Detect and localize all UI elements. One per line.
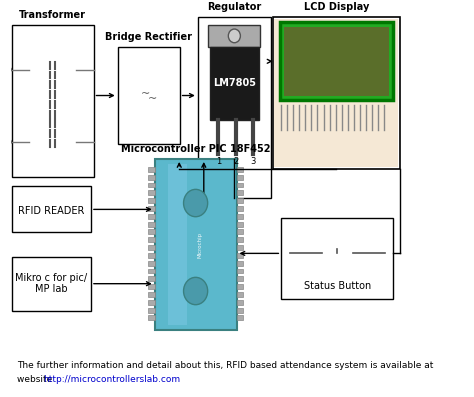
Bar <box>148 214 155 219</box>
Bar <box>148 245 155 250</box>
Circle shape <box>183 189 208 217</box>
Bar <box>286 133 291 137</box>
Bar <box>118 46 180 145</box>
Text: 2: 2 <box>233 156 238 166</box>
Text: Regulator: Regulator <box>207 2 262 12</box>
Bar <box>237 300 244 305</box>
Text: Bridge Rectifier: Bridge Rectifier <box>105 32 192 42</box>
Bar <box>274 19 399 167</box>
Text: Microcontroller PIC 18F452: Microcontroller PIC 18F452 <box>121 144 270 154</box>
Bar <box>155 159 237 330</box>
Bar <box>148 253 155 258</box>
Text: RFID READER: RFID READER <box>18 206 84 216</box>
Bar <box>237 253 244 258</box>
Circle shape <box>12 140 15 144</box>
Bar <box>328 133 332 137</box>
Bar <box>148 167 155 172</box>
Bar <box>237 190 244 195</box>
Bar <box>280 22 393 100</box>
Text: ~: ~ <box>140 89 150 98</box>
Bar <box>284 27 389 96</box>
Bar <box>237 198 244 203</box>
Bar <box>237 268 244 274</box>
Bar <box>237 276 244 281</box>
Bar <box>376 133 380 137</box>
Bar <box>148 229 155 234</box>
Text: The further information and detail about this, RFID based attendance system is a: The further information and detail about… <box>17 361 433 370</box>
Circle shape <box>183 278 208 305</box>
Bar <box>148 300 155 305</box>
Bar <box>314 133 319 137</box>
Bar <box>300 133 305 137</box>
Bar <box>237 292 244 297</box>
Text: website: website <box>17 375 55 384</box>
Circle shape <box>228 29 240 43</box>
Bar <box>168 164 187 325</box>
Bar <box>362 133 366 137</box>
Bar <box>148 175 155 179</box>
Bar <box>293 133 298 137</box>
Bar <box>148 206 155 211</box>
Bar <box>148 276 155 281</box>
Bar <box>237 245 244 250</box>
Bar <box>148 222 155 227</box>
Bar <box>210 46 259 120</box>
Bar <box>12 257 91 310</box>
Bar <box>383 133 387 137</box>
Bar <box>237 284 244 289</box>
Bar <box>12 25 93 177</box>
Bar <box>327 240 347 249</box>
Bar <box>148 183 155 187</box>
Circle shape <box>318 249 326 258</box>
Circle shape <box>12 67 15 71</box>
Bar <box>237 183 244 187</box>
Text: Transformer: Transformer <box>19 10 86 20</box>
Text: 3: 3 <box>250 156 255 166</box>
Bar <box>148 308 155 312</box>
Bar <box>237 316 244 320</box>
Bar <box>237 175 244 179</box>
Text: http://microcontrollerslab.com: http://microcontrollerslab.com <box>43 375 180 384</box>
Bar <box>148 292 155 297</box>
Bar <box>148 261 155 266</box>
Bar <box>237 222 244 227</box>
Bar <box>208 25 260 46</box>
Bar <box>198 17 271 198</box>
Text: 1: 1 <box>216 156 221 166</box>
Circle shape <box>90 67 93 71</box>
Bar <box>321 133 325 137</box>
Bar <box>148 198 155 203</box>
Bar <box>356 133 360 137</box>
Bar <box>335 133 339 137</box>
Bar <box>237 214 244 219</box>
Bar <box>280 133 284 137</box>
Bar <box>281 218 393 299</box>
Text: LCD Display: LCD Display <box>304 2 369 12</box>
Circle shape <box>348 249 357 258</box>
Bar <box>148 268 155 274</box>
Polygon shape <box>125 68 173 123</box>
Bar <box>237 261 244 266</box>
Bar <box>273 17 400 169</box>
Bar <box>148 190 155 195</box>
Bar <box>237 308 244 312</box>
Bar <box>237 167 244 172</box>
Bar <box>342 133 346 137</box>
Bar <box>148 316 155 320</box>
Bar <box>148 284 155 289</box>
Bar <box>307 133 311 137</box>
Bar <box>237 237 244 242</box>
Bar <box>237 229 244 234</box>
Bar <box>12 187 91 232</box>
Text: Mikro c for pic/
MP lab: Mikro c for pic/ MP lab <box>15 273 87 295</box>
Text: LM7805: LM7805 <box>213 78 256 88</box>
Circle shape <box>90 140 93 144</box>
Bar <box>369 133 374 137</box>
Bar <box>348 133 353 137</box>
Text: Microchip: Microchip <box>197 231 202 258</box>
Bar <box>148 237 155 242</box>
Bar <box>237 206 244 211</box>
Text: Status Button: Status Button <box>304 281 371 291</box>
Text: ~: ~ <box>147 94 157 104</box>
